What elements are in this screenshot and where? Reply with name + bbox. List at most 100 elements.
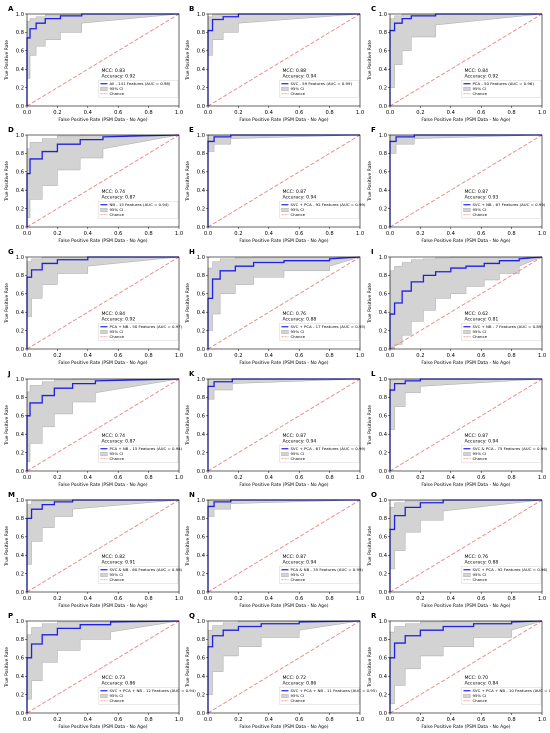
y-tick-label: 0.6 [197,170,205,176]
y-tick-label: 0.4 [197,310,206,316]
y-tick-label: 0.8 [16,637,24,643]
legend-ci-label: 95% CI [472,572,486,577]
legend-chance-label: Chance [109,91,124,96]
accuracy-text: Accuracy: 0.88 [464,559,498,565]
panel-letter: J [7,370,11,378]
panel-letter: Q [189,612,195,620]
panel-letter: A [8,5,14,13]
y-tick-label: 0.4 [197,432,206,438]
y-tick-label: 0.6 [379,535,387,541]
y-tick-label: 0.0 [197,469,205,475]
x-tick-label: 0.6 [114,475,122,481]
x-tick-label: 0.8 [325,353,333,359]
accuracy-text: Accuracy: 0.87 [101,438,135,444]
x-tick-label: 0.0 [23,596,31,602]
legend-ci-swatch [100,87,108,91]
roc-panel-b: B 0.0 0.2 0.4 0.6 0.8 1.0 0.0 0.2 0.4 0.6 0.8 1.0 Fal… [185,5,364,123]
roc-curve [389,499,542,592]
x-tick-label: 1.0 [538,110,546,116]
y-tick-label: 0.8 [197,273,205,279]
x-tick-label: 0.8 [144,475,152,481]
roc-panel-m: M 0.0 0.2 0.4 0.6 0.8 1.0 0.0 0.2 0.4 0.6 0.8 1.0 Fal… [4,491,183,609]
y-tick-label: 0.8 [379,30,387,36]
y-tick-label: 1.0 [197,12,205,18]
y-tick-label: 1.0 [16,377,24,383]
mcc-text: MCC: 0.76 [464,554,488,560]
panel-letter: P [8,612,13,620]
roc-panel-l: L 0.0 0.2 0.4 0.6 0.8 1.0 0.0 0.2 0.4 0.6 0.8 1.0 Fal… [367,370,548,488]
y-axis-label: True Positive Rate [367,526,373,567]
y-axis-label: True Positive Rate [185,283,191,324]
legend-box [98,80,179,98]
legend-ci-swatch [281,208,289,212]
y-tick-label: 0.4 [379,310,388,316]
x-tick-label: 0.2 [53,110,61,116]
legend-chance-label: Chance [472,334,487,339]
legend-ci-swatch [281,694,289,698]
y-tick-label: 0.2 [16,328,24,334]
y-tick-label: 1.0 [379,133,387,139]
accuracy-text: Accuracy: 0.94 [282,194,316,200]
roc-curve [389,13,542,106]
x-tick-label: 0.6 [477,231,485,237]
y-tick-label: 0.8 [16,273,24,279]
x-tick-label: 0.4 [447,110,456,116]
x-tick-label: 0.4 [447,353,456,359]
y-tick-label: 0.4 [16,674,25,680]
x-tick-label: 0.0 [204,717,212,723]
x-tick-label: 0.2 [234,596,242,602]
legend-box [461,445,542,463]
y-axis-label: True Positive Rate [4,647,10,688]
legend-box [98,445,179,463]
y-tick-label: 0.2 [379,571,387,577]
ci-band [389,13,543,106]
x-tick-label: 0.0 [23,475,31,481]
panel-letter: E [189,126,194,134]
x-tick-label: 0.6 [477,110,485,116]
x-tick-label: 0.6 [295,353,303,359]
legend-ci-label: 95% CI [472,329,486,334]
y-tick-label: 0.6 [16,49,24,55]
legend-chance-label: Chance [109,334,124,339]
x-tick-label: 0.2 [53,231,61,237]
y-tick-label: 1.0 [16,12,24,18]
legend-ci-label: 95% CI [290,572,304,577]
ci-band [26,378,180,471]
legend-roc-label: PCA - 50 Features (AUC = 0.96) [472,81,534,86]
x-tick-label: 0.4 [265,231,274,237]
legend-ci-label: 95% CI [109,451,123,456]
y-tick-label: 0.2 [379,206,387,212]
axes-frame [207,499,361,593]
y-axis-label: True Positive Rate [185,405,191,446]
x-tick-label: 0.6 [477,475,485,481]
x-tick-label: 0.2 [53,717,61,723]
axes-frame [389,134,543,228]
y-tick-label: 1.0 [16,133,24,139]
legend-box [461,687,542,705]
x-tick-label: 0.2 [416,717,424,723]
x-axis-label: False Positive Rate (PSM Data - No Age) [58,724,147,730]
roc-curve [207,256,361,349]
y-tick-label: 0.6 [16,292,24,298]
roc-panel-i: I 0.0 0.2 0.4 0.6 0.8 1.0 0.0 0.2 0.4 0.6 0.8 1.0 Fal… [367,248,546,366]
x-tick-label: 0.6 [477,596,485,602]
y-axis-label: True Positive Rate [367,40,373,81]
x-axis-label: False Positive Rate (PSM Data - No Age) [239,238,328,244]
accuracy-text: Accuracy: 0.94 [282,73,316,79]
accuracy-text: Accuracy: 0.92 [101,73,135,79]
panel-letter: I [371,248,374,256]
roc-panel-g: G 0.0 0.2 0.4 0.6 0.8 1.0 0.0 0.2 0.4 0.6 0.8 1.0 Fal… [4,248,183,366]
x-tick-label: 0.4 [84,717,93,723]
legend-box [98,323,179,341]
roc-panel-e: E 0.0 0.2 0.4 0.6 0.8 1.0 0.0 0.2 0.4 0.6 0.8 1.0 Fal… [185,126,366,244]
y-tick-label: 0.8 [16,30,24,36]
x-tick-label: 0.8 [507,353,515,359]
y-tick-label: 0.0 [16,711,24,717]
y-axis-label: True Positive Rate [4,283,10,324]
y-tick-label: 0.0 [197,225,205,231]
axes-frame [26,620,180,714]
legend-chance-label: Chance [472,456,487,461]
y-tick-label: 0.2 [379,328,387,334]
legend-box [279,80,360,98]
mcc-text: MCC: 0.84 [464,68,488,74]
